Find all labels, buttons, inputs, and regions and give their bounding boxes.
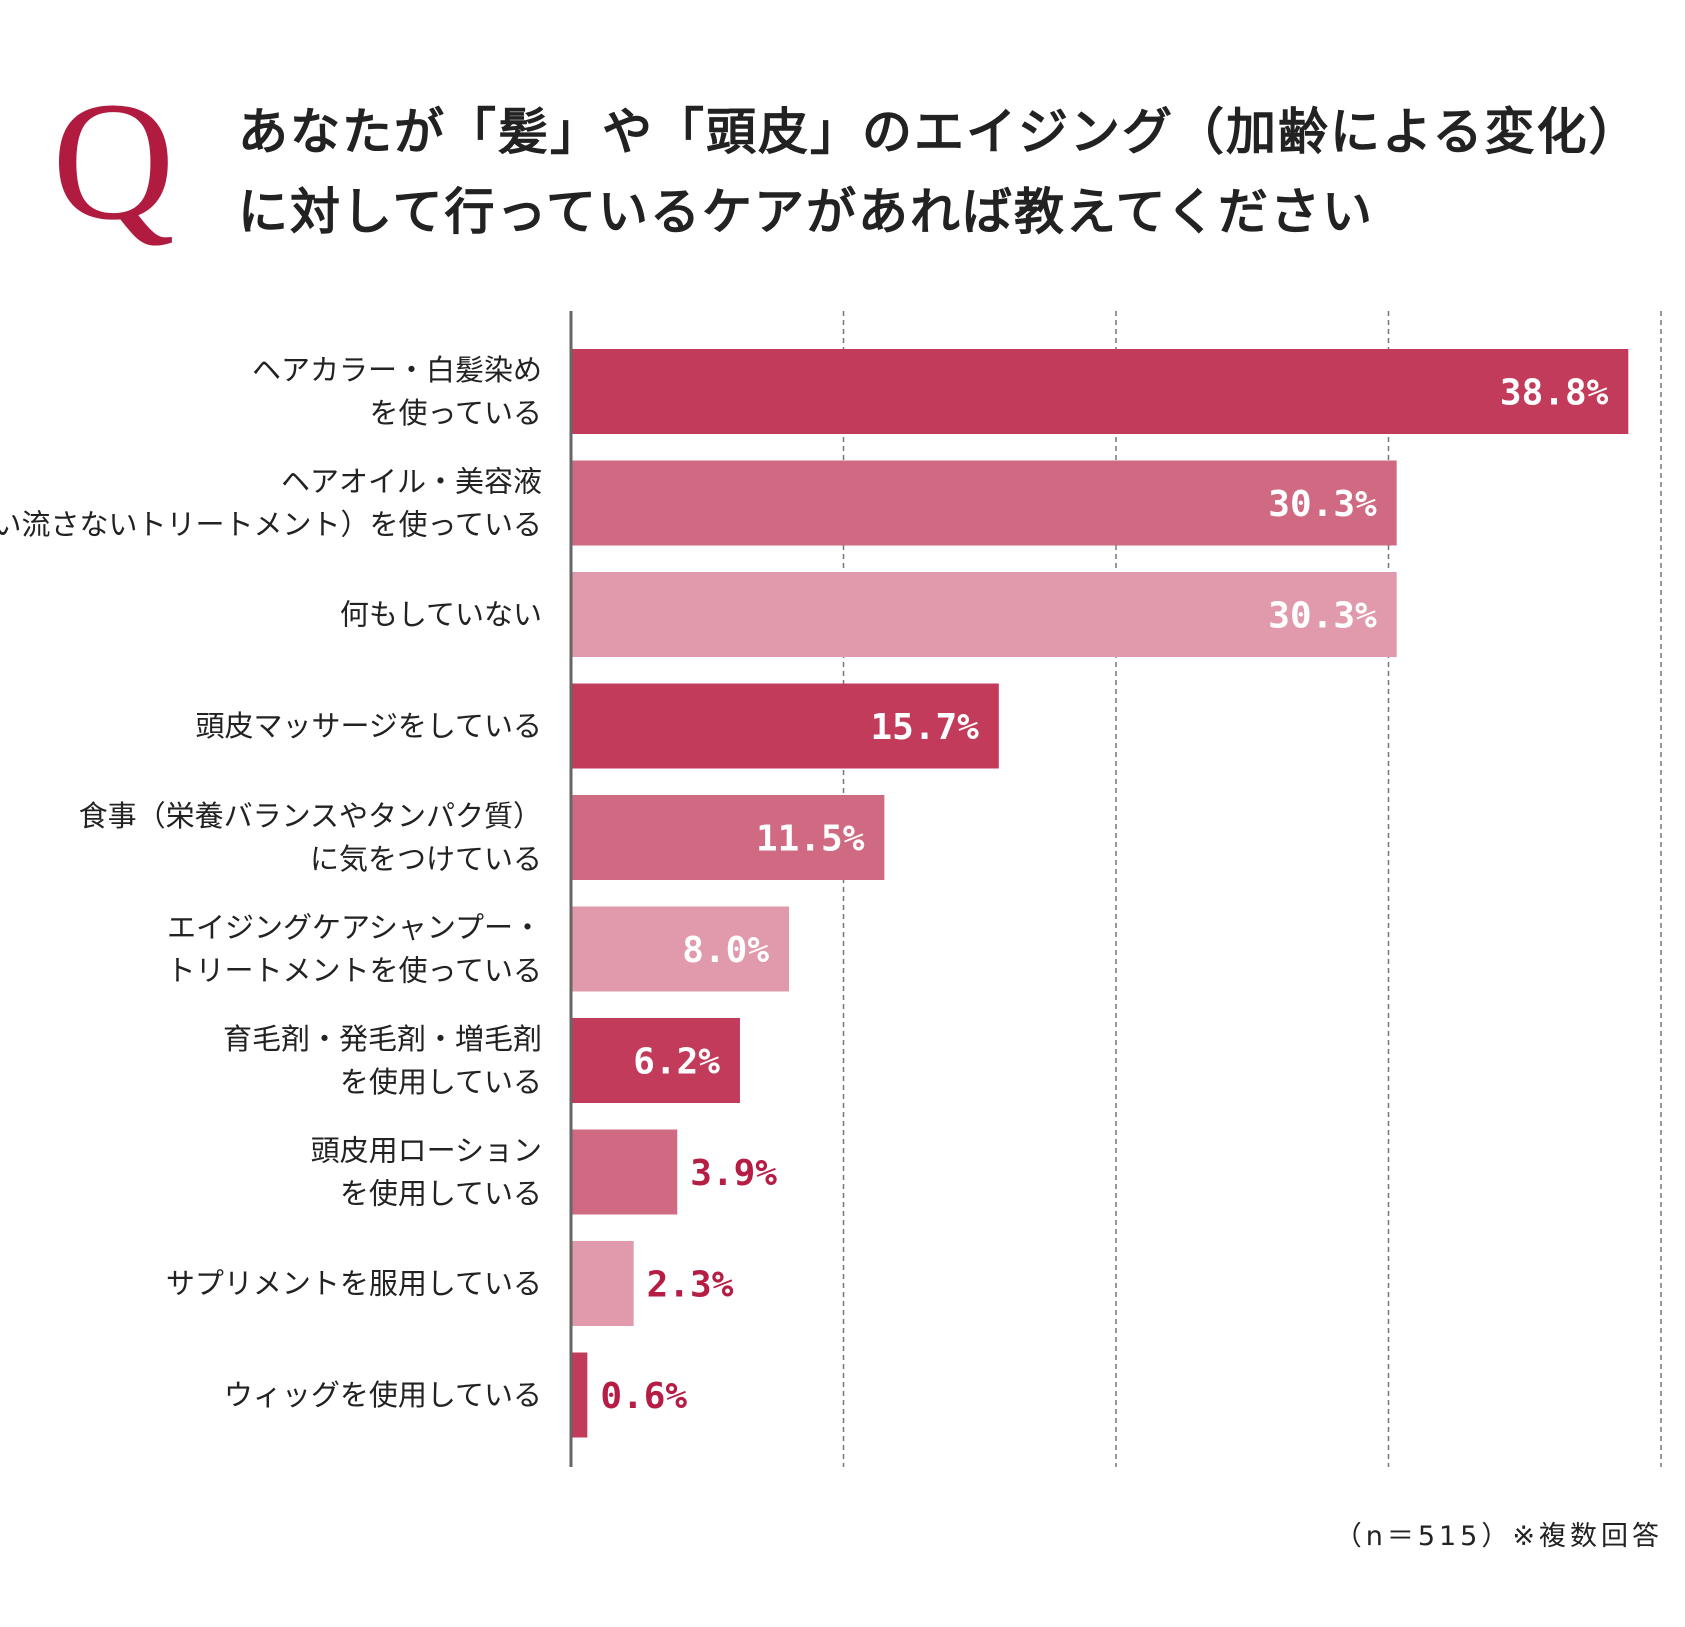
bar-7: [571, 1018, 740, 1103]
question-title: あなたが「髪」や「頭皮」のエイジング（加齢による変化） に対して行っているケアが…: [238, 92, 1641, 252]
bar-2: [571, 460, 1397, 546]
sample-size-note: （n＝515）※複数回答: [1334, 1521, 1663, 1552]
bar-8: [571, 1129, 678, 1215]
title-line-2: に対して行っているケアがあれば教えてください: [238, 183, 1374, 241]
category-label-7: 育毛剤・発毛剤・増毛剤を使用している: [223, 1022, 542, 1099]
bar-1: [571, 349, 1629, 434]
bar-9: [571, 1241, 634, 1326]
title-line-1: あなたが「髪」や「頭皮」のエイジング（加齢による変化）: [238, 103, 1641, 161]
category-label-9: サプリメントを服用している: [166, 1267, 542, 1301]
value-label-8: 3.9%: [690, 1153, 777, 1194]
category-label-line: ヘアオイル・美容液: [281, 465, 542, 499]
value-label-1: 38.8%: [1500, 373, 1609, 414]
value-label-10: 0.6%: [600, 1376, 687, 1417]
category-label-line: 頭皮用ローション: [311, 1134, 542, 1168]
bar-6: [571, 906, 789, 992]
category-label-line: を使用している: [340, 1065, 542, 1099]
value-label-6: 8.0%: [682, 930, 769, 971]
category-label-10: ウィッグを使用している: [224, 1378, 542, 1412]
category-label-line: ウィッグを使用している: [224, 1378, 542, 1412]
category-label-6: エイジングケアシャンプー・トリートメントを使っている: [166, 911, 542, 988]
category-label-1: ヘアカラー・白髪染めを使っている: [252, 353, 542, 430]
category-label-5: 食事（栄養バランスやタンパク質） に気をつけている: [79, 799, 542, 876]
category-label-line: 何もしていない: [340, 598, 542, 632]
category-label-line: サプリメントを服用している: [166, 1267, 542, 1301]
bar-3: [571, 572, 1397, 657]
category-label-line: を使用している: [340, 1177, 542, 1211]
category-label-line: トリートメントを使っている: [166, 954, 542, 988]
value-label-7: 6.2%: [633, 1042, 720, 1083]
category-label-line: エイジングケアシャンプー・: [167, 911, 542, 945]
value-label-2: 30.3%: [1268, 484, 1377, 525]
value-label-3: 30.3%: [1268, 596, 1377, 637]
category-label-line: 食事（栄養バランスやタンパク質）: [79, 799, 542, 833]
value-label-9: 2.3%: [647, 1265, 734, 1306]
category-label-line: ヘアカラー・白髪染め: [252, 353, 542, 387]
category-label-8: 頭皮用ローションを使用している: [311, 1134, 542, 1211]
category-label-3: 何もしていない: [340, 598, 542, 632]
category-label-line: に気をつけている: [310, 842, 542, 876]
category-label-4: 頭皮マッサージをしている: [195, 709, 542, 743]
bar-10: [571, 1352, 588, 1438]
category-label-line: （洗い流さないトリートメント）を使っている: [0, 508, 542, 542]
bar-5: [571, 795, 885, 880]
value-label-4: 15.7%: [870, 707, 979, 748]
category-label-line: 頭皮マッサージをしている: [195, 709, 542, 743]
category-label-2: ヘアオイル・美容液 （洗い流さないトリートメント）を使っている: [0, 465, 542, 542]
bar-4: [571, 683, 999, 769]
question-mark: Q: [52, 67, 175, 255]
category-label-line: 育毛剤・発毛剤・増毛剤: [223, 1022, 542, 1056]
category-label-line: を使っている: [369, 396, 542, 430]
value-label-5: 11.5%: [756, 819, 865, 860]
